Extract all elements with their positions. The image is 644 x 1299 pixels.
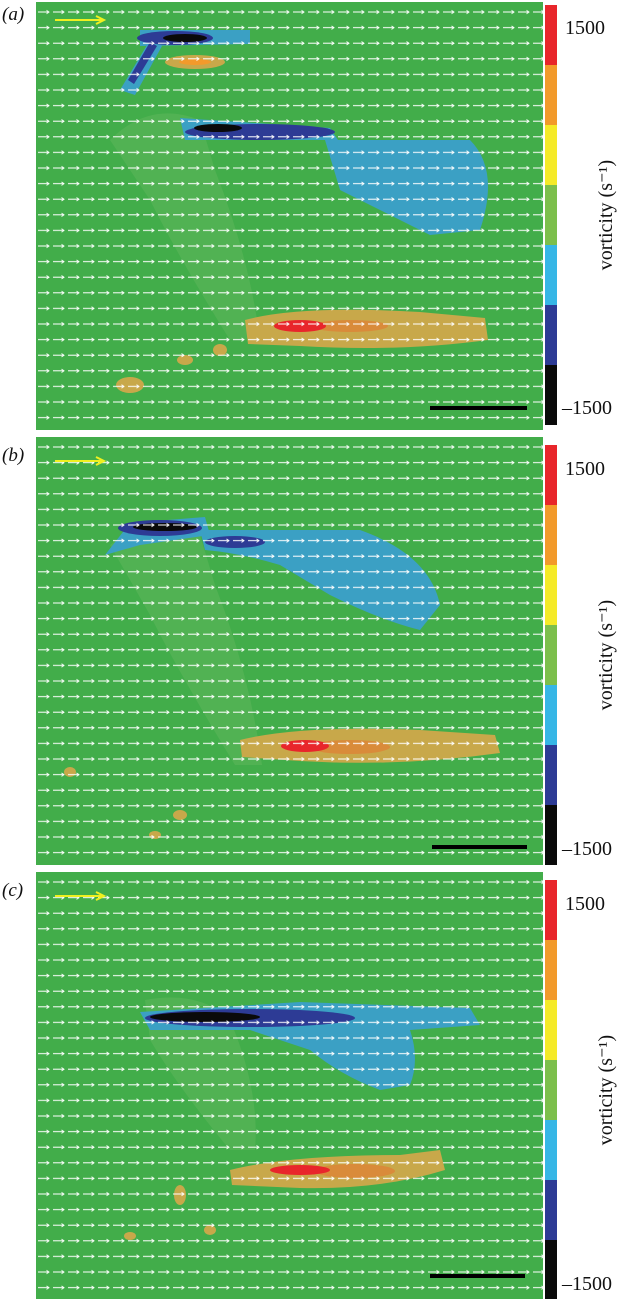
colorbar-title: vorticity (s⁻¹)	[595, 600, 617, 710]
colorbar-max: 1500	[565, 893, 605, 915]
colorbar	[545, 445, 557, 865]
panel-c: (c) 1500 –1500 vorticity (s⁻¹)	[2, 872, 617, 1299]
velocity-vectors	[36, 437, 543, 865]
colorbar-min: –1500	[561, 397, 612, 419]
scale-bar	[430, 406, 527, 410]
colorbar	[545, 880, 557, 1299]
scale-bar	[430, 1274, 525, 1278]
panel-label: (a)	[2, 4, 24, 25]
colorbar-min: –1500	[561, 1273, 612, 1295]
reference-arrow-head	[95, 15, 107, 25]
velocity-vectors	[36, 872, 543, 1299]
panel-label: (c)	[2, 880, 23, 901]
colorbar	[545, 5, 557, 425]
panel-b: (b) 1500 –1500 vorticity (s⁻¹)	[2, 437, 617, 865]
panel-a: (a) 1500 –1500 vorticity (s⁻¹)	[2, 2, 617, 430]
scale-bar	[432, 845, 527, 849]
colorbar-max: 1500	[565, 17, 605, 39]
colorbar-min: –1500	[561, 838, 612, 860]
reference-arrow-head	[95, 456, 107, 466]
panel-label: (b)	[2, 445, 24, 466]
colorbar-title: vorticity (s⁻¹)	[595, 160, 617, 270]
colorbar-max: 1500	[565, 458, 605, 480]
colorbar-title: vorticity (s⁻¹)	[595, 1035, 617, 1145]
velocity-vectors	[36, 2, 543, 430]
reference-arrow-head	[95, 891, 107, 901]
